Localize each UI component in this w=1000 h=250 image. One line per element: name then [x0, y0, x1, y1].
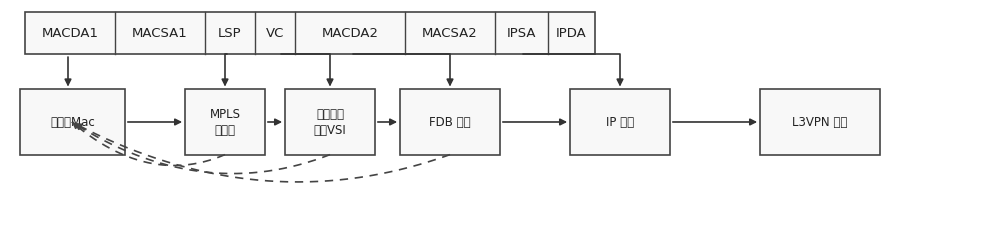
Text: VC: VC: [266, 27, 284, 40]
FancyBboxPatch shape: [400, 90, 500, 155]
FancyBboxPatch shape: [20, 90, 125, 155]
FancyBboxPatch shape: [25, 12, 595, 55]
Text: MPLS
接入点: MPLS 接入点: [210, 108, 240, 137]
Text: LSP: LSP: [218, 27, 242, 40]
FancyBboxPatch shape: [570, 90, 670, 155]
FancyBboxPatch shape: [760, 90, 880, 155]
Text: 虚拟交换
接口VSI: 虚拟交换 接口VSI: [314, 108, 346, 137]
Text: MACSA2: MACSA2: [422, 27, 478, 40]
Text: IPSA: IPSA: [507, 27, 536, 40]
Text: IPDA: IPDA: [556, 27, 587, 40]
Text: 路由器Mac: 路由器Mac: [50, 116, 95, 129]
Text: MACDA2: MACDA2: [322, 27, 378, 40]
Text: MACDA1: MACDA1: [42, 27, 98, 40]
Text: IP 查询: IP 查询: [606, 116, 634, 129]
FancyBboxPatch shape: [285, 90, 375, 155]
Text: FDB 查询: FDB 查询: [429, 116, 471, 129]
Text: MACSA1: MACSA1: [132, 27, 188, 40]
Text: L3VPN 封装: L3VPN 封装: [792, 116, 848, 129]
FancyBboxPatch shape: [185, 90, 265, 155]
